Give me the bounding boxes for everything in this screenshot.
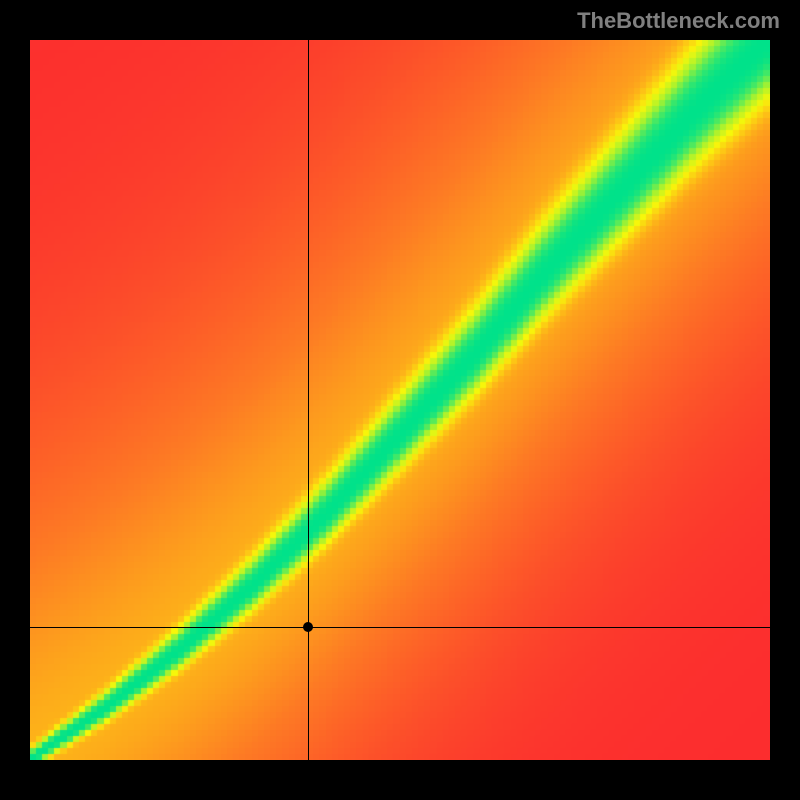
- crosshair-horizontal-line: [30, 627, 770, 628]
- watermark-text: TheBottleneck.com: [577, 8, 780, 34]
- heatmap-canvas: [30, 40, 770, 760]
- heatmap-plot-area: [30, 40, 770, 760]
- figure-container: TheBottleneck.com: [0, 0, 800, 800]
- crosshair-marker: [303, 622, 313, 632]
- crosshair-vertical-line: [308, 40, 309, 760]
